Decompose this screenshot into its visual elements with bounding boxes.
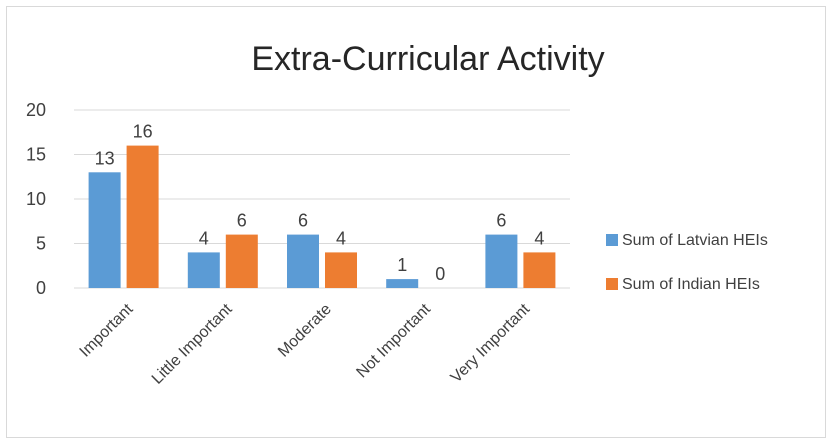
chart-title: Extra-Curricular Activity: [251, 40, 604, 78]
data-label: 16: [133, 122, 153, 142]
legend: Sum of Latvian HEIs Sum of Indian HEIs: [606, 232, 768, 293]
x-category-label: Little Important: [149, 300, 236, 387]
bar-latvian: [287, 234, 319, 288]
bar-indian: [225, 234, 258, 288]
bar-layer: [88, 145, 556, 288]
legend-label: Sum of Indian HEIs: [622, 276, 760, 293]
x-category-label: Important: [77, 300, 137, 360]
legend-swatch-latvian: [606, 234, 618, 246]
bar-latvian: [88, 172, 121, 288]
legend-swatch-indian: [606, 278, 618, 290]
x-category-label: Very Important: [448, 300, 534, 386]
data-label: 13: [95, 148, 115, 168]
data-label-layer: 13 16 4 6 6 4 1 0 6 4: [95, 122, 545, 284]
y-tick-label: 15: [26, 145, 46, 165]
y-tick-label: 10: [26, 189, 46, 209]
data-label: 1: [397, 255, 407, 275]
bar-latvian: [386, 279, 419, 288]
y-tick-label: 0: [36, 278, 46, 298]
bar-indian: [523, 252, 556, 288]
x-category-label: Not Important: [353, 300, 434, 381]
bar-latvian: [187, 252, 220, 288]
data-label: 0: [435, 264, 445, 284]
x-axis-categories: Important Little Important Moderate Not Imp…: [77, 300, 534, 387]
bar-indian: [325, 252, 357, 288]
data-label: 6: [298, 211, 308, 231]
y-tick-label: 5: [36, 234, 46, 254]
data-label: 4: [534, 228, 544, 248]
x-category-label: Moderate: [275, 301, 335, 361]
bar-latvian: [485, 234, 518, 288]
bar-indian: [126, 145, 159, 288]
data-label: 6: [237, 211, 247, 231]
y-tick-label: 20: [26, 100, 46, 120]
data-label: 6: [496, 211, 506, 231]
legend-label: Sum of Latvian HEIs: [622, 232, 768, 249]
y-axis-ticks: 0 5 10 15 20: [26, 100, 46, 298]
data-label: 4: [199, 228, 209, 248]
data-label: 4: [336, 228, 346, 248]
